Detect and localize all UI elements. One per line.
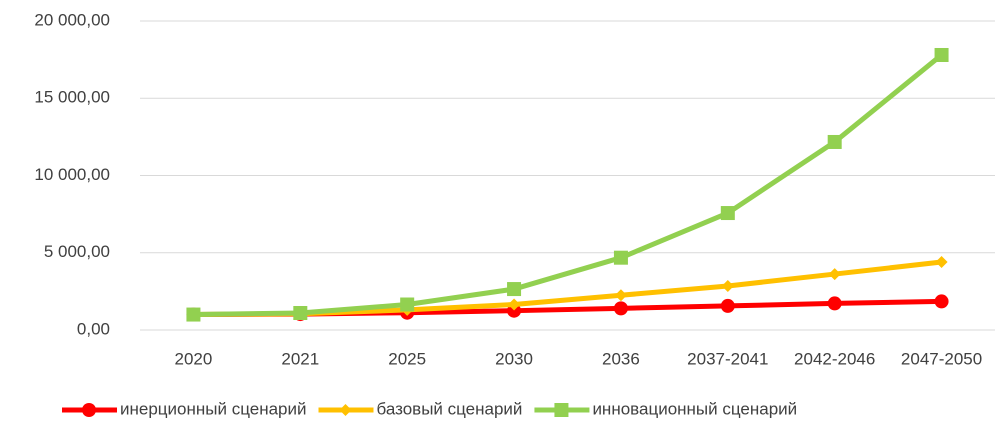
marker bbox=[293, 306, 308, 321]
marker bbox=[400, 297, 415, 312]
legend-label: инерционный сценарий bbox=[120, 399, 307, 418]
marker bbox=[339, 404, 352, 416]
marker bbox=[613, 250, 628, 265]
y-tick-label: 15 000,00 bbox=[34, 88, 110, 107]
marker bbox=[508, 298, 521, 311]
marker bbox=[720, 298, 735, 313]
marker bbox=[828, 268, 841, 281]
marker bbox=[613, 301, 628, 316]
y-tick-label: 20 000,00 bbox=[34, 10, 110, 29]
x-tick-label: 2025 bbox=[388, 349, 426, 368]
marker bbox=[507, 282, 522, 297]
y-tick-label: 10 000,00 bbox=[34, 165, 110, 184]
legend-label: базовый сценарий bbox=[377, 399, 523, 418]
marker bbox=[934, 294, 949, 309]
x-tick-label: 2037-2041 bbox=[687, 349, 768, 368]
marker bbox=[935, 256, 948, 269]
marker bbox=[720, 206, 735, 221]
marker bbox=[554, 403, 569, 417]
y-tick-label: 0,00 bbox=[77, 319, 110, 338]
x-tick-label: 2020 bbox=[175, 349, 213, 368]
marker bbox=[186, 307, 201, 322]
marker bbox=[827, 296, 842, 311]
x-tick-label: 2036 bbox=[602, 349, 640, 368]
marker bbox=[827, 134, 842, 149]
x-tick-label: 2021 bbox=[281, 349, 319, 368]
x-tick-label: 2042-2046 bbox=[794, 349, 875, 368]
marker bbox=[934, 47, 949, 62]
x-tick-label: 2047-2050 bbox=[901, 349, 982, 368]
marker bbox=[721, 279, 734, 292]
y-tick-label: 5 000,00 bbox=[44, 242, 110, 261]
marker bbox=[614, 289, 627, 302]
series-line bbox=[193, 53, 944, 318]
marker bbox=[82, 403, 96, 417]
legend-label: инновационный сценарий bbox=[592, 399, 797, 418]
x-tick-label: 2030 bbox=[495, 349, 533, 368]
